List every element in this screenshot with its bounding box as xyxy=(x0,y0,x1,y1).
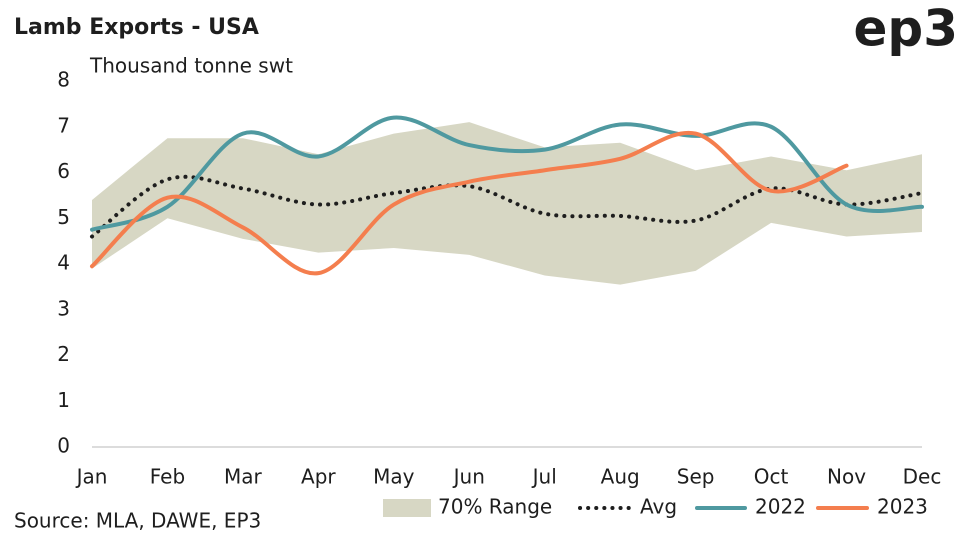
y-tick-label: 6 xyxy=(57,159,70,183)
legend-label: Avg xyxy=(640,495,677,519)
x-tick-label: Apr xyxy=(301,465,336,489)
y-tick-label: 0 xyxy=(57,434,70,458)
line-1 xyxy=(90,115,924,232)
x-tick-label: Oct xyxy=(754,465,789,489)
y-tick-label: 7 xyxy=(57,113,70,137)
legend-swatch xyxy=(383,499,431,517)
source: Source: MLA, DAWE, EP3 xyxy=(14,509,261,533)
x-tick-label: Aug xyxy=(601,465,640,489)
x-tick-label: Sep xyxy=(677,465,715,489)
x-tick-label: Nov xyxy=(827,465,866,489)
range-band xyxy=(92,122,922,285)
legend-label: 70% Range xyxy=(438,495,552,519)
y-tick-label: 5 xyxy=(57,205,70,229)
y-tick-label: 3 xyxy=(57,296,70,320)
y-tick-label: 4 xyxy=(57,251,70,275)
x-tick-label: Mar xyxy=(224,465,263,489)
x-tick-label: Dec xyxy=(903,465,942,489)
y-tick-label: 1 xyxy=(57,388,70,412)
legend-label: 2023 xyxy=(877,495,928,519)
y-tick-label: 8 xyxy=(57,68,70,92)
x-tick-label: Feb xyxy=(150,465,185,489)
x-tick-label: May xyxy=(373,465,415,489)
legend-label: 2022 xyxy=(755,495,806,519)
x-tick-label: Jun xyxy=(452,465,485,489)
x-tick-label: Jul xyxy=(531,465,557,489)
logo: ep3 xyxy=(854,0,959,58)
chart-title: Lamb Exports - USA xyxy=(14,15,259,40)
y-axis-label: Thousand tonne swt xyxy=(89,54,293,78)
line-0 xyxy=(90,174,924,239)
line-2 xyxy=(90,130,849,276)
x-tick-label: Jan xyxy=(75,465,108,489)
y-tick-label: 2 xyxy=(57,342,70,366)
